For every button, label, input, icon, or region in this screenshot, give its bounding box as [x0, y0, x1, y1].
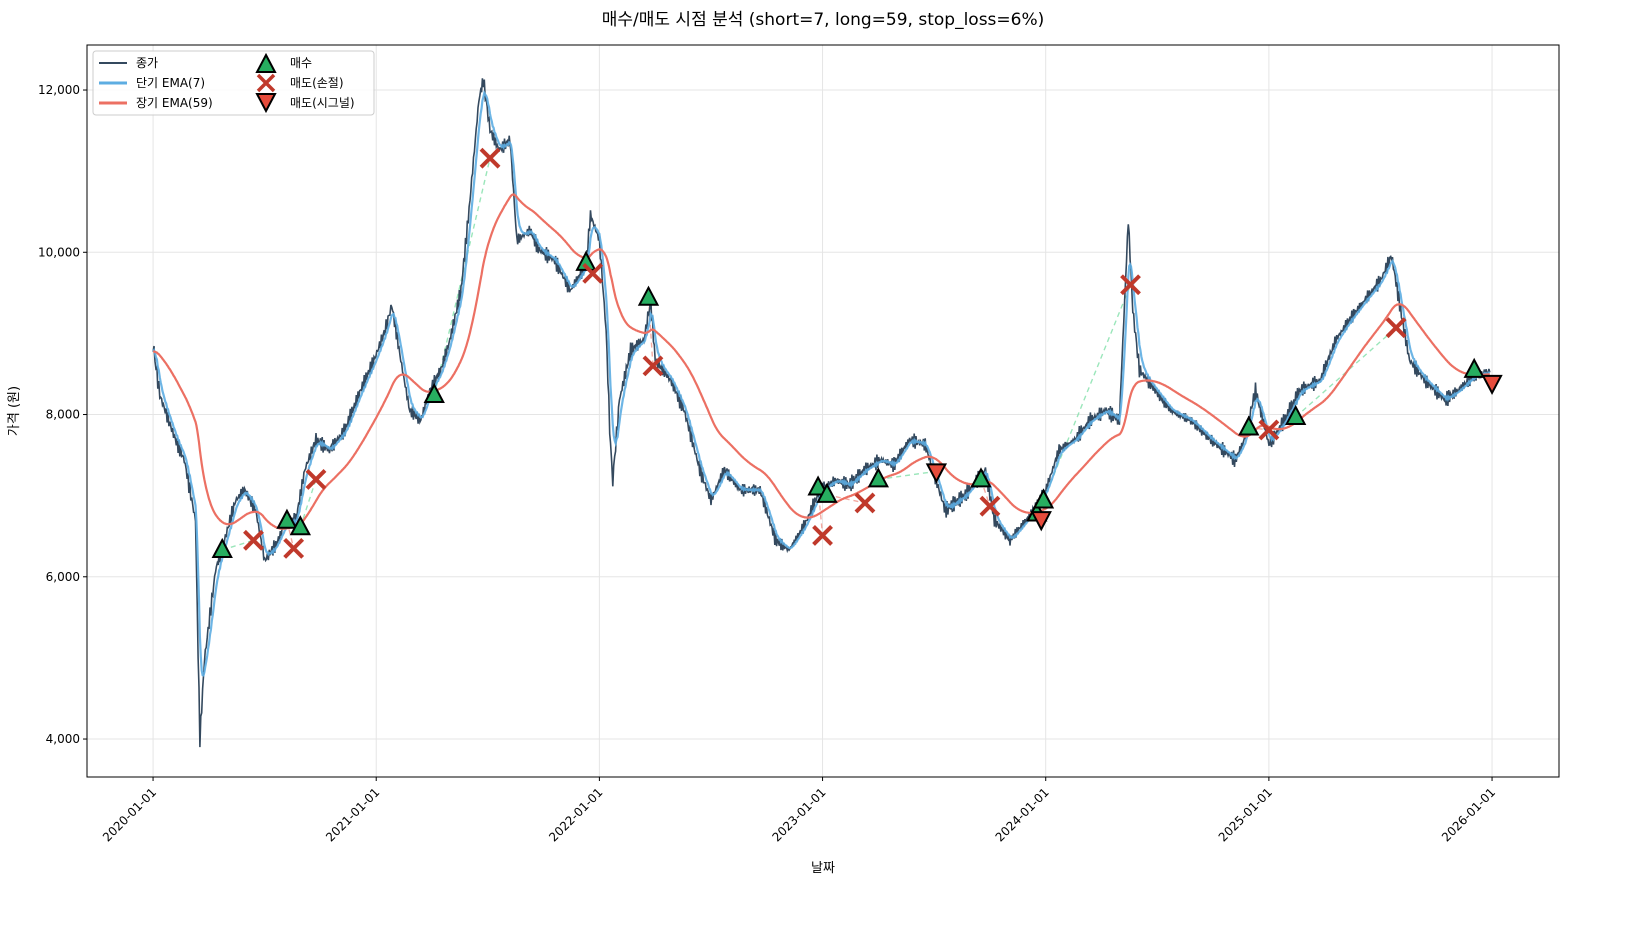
stop-loss-marker	[642, 355, 664, 377]
buy-marker	[211, 537, 233, 559]
buy-marker	[1284, 404, 1307, 425]
y-tick-label: 6,000	[46, 570, 80, 584]
legend-sell-signal-icon	[255, 93, 277, 114]
stop-loss-marker	[283, 537, 305, 559]
y-tick-label: 12,000	[38, 83, 80, 97]
grid	[87, 45, 1559, 777]
x-tick-label: 2026-01-01	[1439, 785, 1498, 844]
buy-marker	[807, 475, 829, 496]
chart-title: 매수/매도 시점 분석 (short=7, long=59, stop_loss…	[602, 10, 1045, 30]
buy-marker	[1032, 488, 1055, 509]
x-tick-label: 2020-01-01	[100, 785, 159, 844]
stop-loss-marker	[979, 495, 1001, 517]
stop-loss-marker	[812, 524, 833, 546]
buy-marker	[276, 508, 298, 529]
trade-line	[878, 470, 937, 481]
buy-marker	[289, 515, 312, 536]
x-tick-label: 2024-01-01	[993, 785, 1052, 844]
sell-signal-marker	[1030, 511, 1052, 532]
sell-signal-marker	[1481, 374, 1503, 396]
legend-box	[92, 50, 375, 116]
buy-marker	[970, 467, 992, 488]
legend-close-label: 종가	[136, 56, 158, 70]
ticks: 2020-01-01 2021-01-01 2022-01-01 2023-01-01…	[38, 83, 1498, 844]
stop-loss-marker	[1385, 317, 1407, 339]
x-tick-label: 2023-01-01	[769, 785, 828, 844]
stop-loss-marker	[854, 492, 876, 514]
buy-marker	[867, 467, 890, 488]
sell-signal-marker	[925, 463, 948, 484]
y-tick-label: 8,000	[46, 408, 80, 422]
legend: 종가 단기 EMA(7) 장기 EMA(59) 매수 매도(손절) 매도(시그널…	[92, 50, 375, 116]
stop-loss-marker	[305, 469, 327, 490]
y-axis-label: 가격 (원)	[7, 386, 22, 436]
stop-loss-marker	[243, 529, 264, 551]
x-tick-label: 2025-01-01	[1216, 785, 1275, 844]
buy-marker	[637, 285, 660, 306]
trade-line	[817, 487, 824, 536]
short-ema-line	[152, 89, 1490, 677]
trade-lines	[222, 158, 1493, 551]
buy-marker	[423, 382, 445, 404]
legend-long-ema-label: 장기 EMA(59)	[136, 96, 213, 110]
x-tick-label: 2022-01-01	[546, 785, 605, 844]
legend-buy-icon	[255, 52, 277, 73]
stop-loss-marker	[582, 262, 604, 284]
markers	[211, 147, 1503, 559]
stop-loss-marker	[1258, 419, 1280, 441]
x-axis-label: 날짜	[811, 861, 835, 876]
legend-short-ema-label: 단기 EMA(7)	[136, 76, 205, 90]
stop-loss-marker	[1120, 274, 1141, 296]
x-tick-label: 2021-01-01	[323, 785, 382, 844]
trade-line	[222, 539, 254, 551]
buy-marker	[1463, 357, 1485, 378]
y-tick-label: 10,000	[38, 245, 80, 259]
legend-buy-label: 매수	[290, 56, 312, 70]
long-ema-line	[152, 193, 1490, 530]
trade-line	[826, 494, 866, 504]
buy-marker	[575, 250, 597, 271]
legend-stop-loss-label: 매도(손절)	[290, 76, 344, 90]
legend-stop-loss-icon	[256, 73, 276, 93]
stop-loss-marker	[479, 147, 501, 169]
legend-sell-signal-label: 매도(시그널)	[290, 96, 355, 110]
series	[152, 78, 1491, 748]
trade-line	[1042, 284, 1132, 501]
buy-marker	[1238, 415, 1260, 436]
buy-marker	[816, 482, 838, 503]
y-tick-label: 4,000	[46, 732, 80, 746]
